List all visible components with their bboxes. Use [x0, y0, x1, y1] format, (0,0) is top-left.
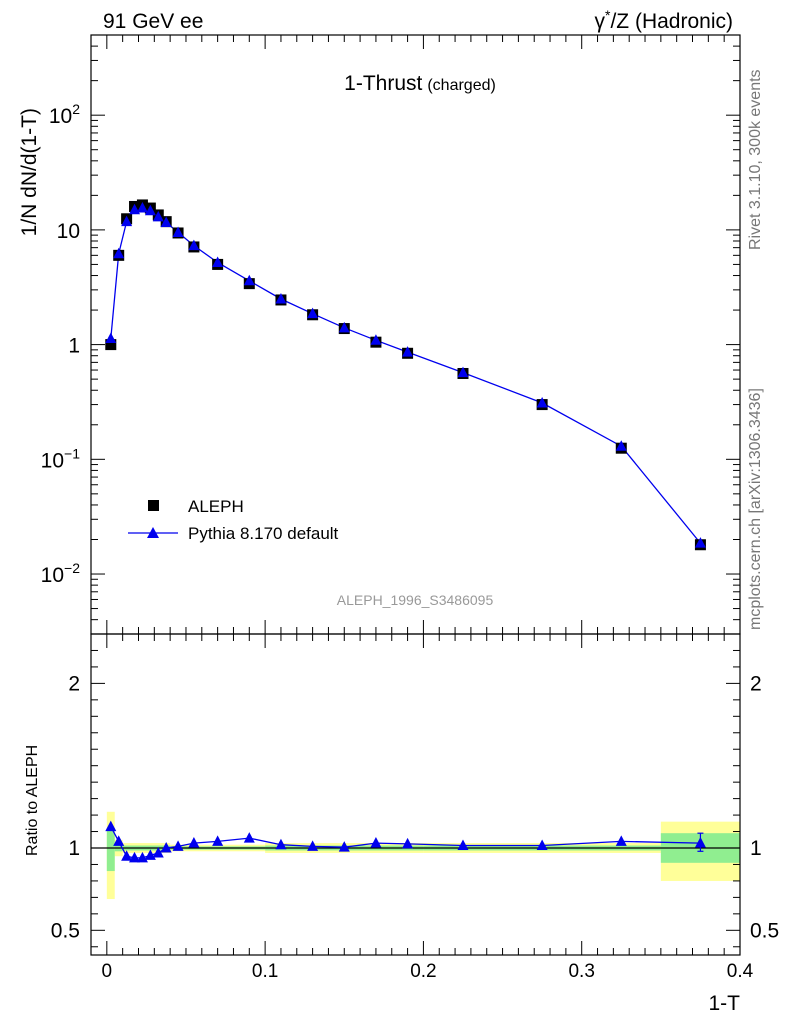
- mc-point: [152, 210, 164, 222]
- ratio-mc-point: [457, 839, 469, 851]
- main-y-tick-label: 1: [68, 335, 80, 358]
- ratio-y-tick-label: 0.5: [51, 919, 80, 942]
- main-y-tick-label: 102: [49, 101, 80, 128]
- ratio-mc-point: [121, 850, 133, 861]
- ratio-mc-point: [105, 820, 117, 832]
- ratio-y-tick-label-right: 0.5: [750, 919, 779, 942]
- ratio-mc-point: [172, 840, 184, 851]
- rivet-version-label: Rivet 3.1.10, 300k events: [747, 69, 764, 250]
- ratio-x-tick-label: 0.1: [252, 961, 278, 982]
- x-axis-label: 1-T: [709, 992, 741, 1015]
- mcplots-reference-label: mcplots.cern.ch [arXiv:1306.3436]: [747, 388, 764, 630]
- mc-point: [457, 366, 469, 378]
- ratio-mc-point: [338, 841, 350, 852]
- mc-point: [144, 204, 156, 216]
- legend-mc-marker: [147, 527, 159, 538]
- analysis-id-label: ALEPH_1996_S3486095: [337, 592, 494, 608]
- mc-point: [172, 226, 184, 237]
- ratio-x-tick-label: 0: [102, 961, 113, 982]
- ratio-mc-point: [536, 839, 548, 851]
- mc-point: [615, 440, 627, 451]
- ratio-mc-point: [370, 837, 382, 848]
- ratio-y-tick-label-right: 2: [750, 672, 762, 695]
- mc-point: [105, 332, 117, 344]
- main-panel: 102 10 1 10−1 10−2 1-Thrust (charged) ALEPH_1…: [18, 34, 741, 635]
- main-y-tick-label: 10−2: [41, 560, 81, 587]
- plot-title: 1-Thrust (charged): [344, 72, 496, 95]
- ratio-mc-point: [160, 842, 172, 853]
- legend-data-label: ALEPH: [188, 497, 244, 516]
- mc-line: [110, 207, 701, 544]
- ratio-y-tick-label-right: 1: [750, 837, 762, 860]
- ratio-mc-point: [113, 835, 125, 846]
- ratio-mc-point: [402, 837, 414, 849]
- header-energy: 91 GeV ee: [103, 10, 203, 33]
- main-y-tick-label: 10−1: [41, 445, 81, 472]
- ratio-x-tick-label: 0.3: [568, 961, 594, 982]
- mc-point: [129, 203, 141, 215]
- header-process: γ*/Z (Hadronic): [595, 7, 733, 33]
- legend-mc-label: Pythia 8.170 default: [188, 524, 339, 543]
- ratio-mc-point: [243, 832, 255, 843]
- y-axis-label: 1/N dN/d(1-T): [18, 108, 41, 236]
- mc-point: [212, 256, 224, 267]
- ratio-mc-point: [615, 835, 627, 846]
- mc-point: [370, 334, 382, 345]
- aleph-point: [105, 339, 117, 351]
- ratio-x-tick-label: 0.4: [727, 961, 754, 982]
- mc-point: [136, 202, 148, 213]
- mc-point: [243, 274, 255, 286]
- ratio-mc-point: [275, 838, 287, 850]
- ratio-mc-point: [188, 837, 200, 848]
- ratio-mc-point: [694, 837, 706, 848]
- mc-point: [402, 346, 414, 357]
- main-y-tick-label: 10: [57, 220, 80, 243]
- ratio-y-tick-label: 2: [68, 672, 80, 695]
- ratio-mc-point: [307, 840, 319, 851]
- mc-point: [121, 215, 133, 227]
- mc-point: [113, 247, 125, 259]
- main-frame: [90, 34, 741, 635]
- mc-point: [307, 307, 319, 319]
- mc-point: [694, 537, 706, 548]
- ratio-stat-band: [114, 843, 123, 852]
- ratio-mc-point: [212, 835, 224, 846]
- ratio-mc-point: [129, 851, 141, 863]
- mc-point: [275, 292, 287, 304]
- legend-data-marker: [148, 500, 159, 511]
- ratio-y-tick-label: 1: [68, 837, 80, 860]
- ratio-x-tick-label: 0.2: [410, 961, 436, 982]
- ratio-mc-point: [152, 846, 164, 858]
- ratio-frame: [90, 633, 741, 956]
- ratio-y-axis-label: Ratio to ALEPH: [24, 745, 41, 856]
- mc-point: [188, 239, 200, 251]
- mc-point: [160, 216, 172, 227]
- mc-point: [338, 321, 350, 333]
- ratio-stat-band: [106, 828, 115, 872]
- ratio-panel: 0 0.1 0.2 0.3 0.4 2 2 1 1 0.5 0.5 Ratio to ALEPH 1…: [24, 633, 779, 1015]
- legend: ALEPH Pythia 8.170 default: [128, 497, 339, 543]
- mc-point: [536, 396, 548, 408]
